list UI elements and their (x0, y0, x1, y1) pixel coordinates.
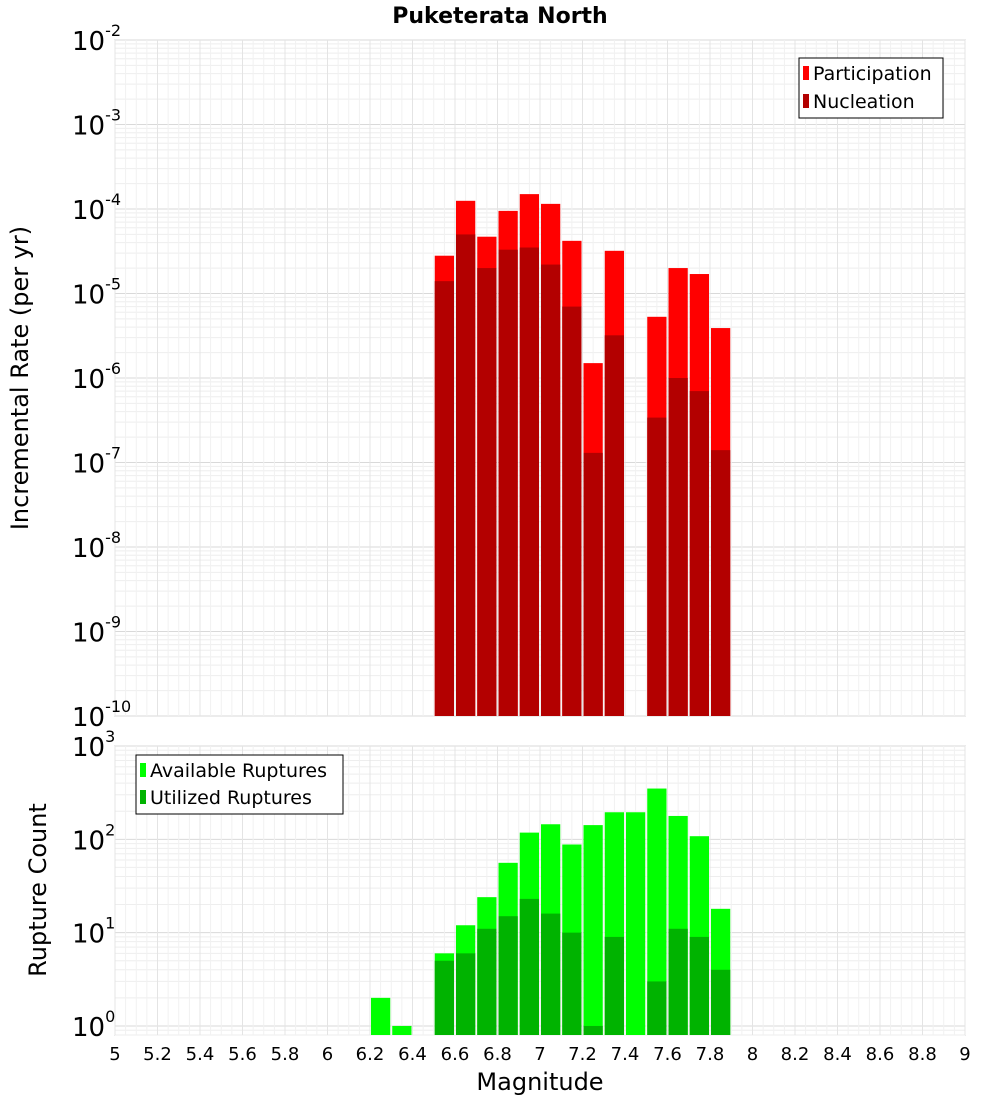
legend-nucleation-label: Nucleation (813, 91, 915, 113)
x-tick-label: 6.2 (356, 1044, 385, 1065)
rupture-count-plot-y-ticks: 103 102 101 100 (72, 727, 115, 1043)
nucleation-bar (541, 264, 561, 716)
utilized-ruptures-bar (668, 928, 688, 1035)
y-tick-label: 10-3 (72, 106, 121, 142)
x-tick-label: 6.6 (441, 1044, 470, 1065)
legend-available-swatch (140, 763, 146, 777)
legend-participation-swatch (803, 66, 809, 80)
y-tick-label: 10-5 (72, 275, 121, 311)
x-tick-label: 5.8 (271, 1044, 300, 1065)
x-tick-label: 6 (322, 1044, 333, 1065)
available-ruptures-bar (371, 997, 391, 1035)
utilized-ruptures-bar (434, 960, 454, 1035)
x-tick-label: 6.4 (398, 1044, 427, 1065)
nucleation-bar (668, 378, 688, 716)
x-tick-label: 7 (534, 1044, 545, 1065)
nucleation-bar (689, 391, 709, 716)
y-tick-label: 10-7 (72, 444, 121, 480)
utilized-ruptures-bar (519, 898, 539, 1035)
y-tick-label: 102 (72, 820, 115, 856)
available-ruptures-bar (647, 788, 667, 1035)
nucleation-bar (604, 335, 624, 716)
x-axis-label: Magnitude (476, 1068, 603, 1096)
utilized-ruptures-bar (604, 936, 624, 1035)
nucleation-bar (519, 247, 539, 716)
rupture-count-plot-bars (371, 788, 731, 1035)
nucleation-bar (647, 417, 667, 716)
x-tick-label: 6.8 (483, 1044, 512, 1065)
x-tick-label: 7.4 (611, 1044, 640, 1065)
nucleation-bar (477, 268, 497, 716)
nucleation-bar (434, 281, 454, 716)
y-tick-label: 10-4 (72, 190, 121, 226)
x-tick-label: 8 (747, 1044, 758, 1065)
y-tick-label: 10-8 (72, 528, 121, 564)
y-tick-label: 101 (72, 914, 115, 950)
legend-available-label: Available Ruptures (150, 760, 327, 782)
utilized-ruptures-bar (647, 981, 667, 1035)
utilized-ruptures-bar (711, 969, 731, 1035)
x-tick-label: 9 (959, 1044, 970, 1065)
utilized-ruptures-bar (541, 913, 561, 1035)
available-ruptures-bar (392, 1025, 412, 1035)
x-tick-label: 5.6 (228, 1044, 257, 1065)
rate-plot-y-axis-label: Incremental Rate (per yr) (6, 226, 34, 530)
x-tick-label: 8.8 (908, 1044, 937, 1065)
utilized-ruptures-bar (689, 936, 709, 1035)
y-tick-label: 10-9 (72, 613, 121, 649)
legend-nucleation-swatch (803, 94, 809, 108)
x-tick-label: 8.4 (823, 1044, 852, 1065)
nucleation-bar (711, 450, 731, 716)
rate-plot-legend-box (798, 57, 944, 119)
utilized-ruptures-bar (456, 953, 476, 1035)
nucleation-bar (583, 452, 603, 716)
utilized-ruptures-bar (562, 932, 582, 1035)
rupture-count-plot: 103 102 101 100 5 5.2 5.4 5.6 5.8 6 6.2 6.4 6.6 6.8 7… (24, 727, 971, 1096)
x-tick-label: 8.2 (781, 1044, 810, 1065)
y-tick-label: 10-6 (72, 359, 121, 395)
x-tick-label: 5.2 (143, 1044, 172, 1065)
rate-plot-legend: Participation Nucleation (798, 57, 944, 119)
y-tick-label: 100 (72, 1007, 115, 1043)
rupture-count-plot-x-ticks: 5 5.2 5.4 5.6 5.8 6 6.2 6.4 6.6 6.8 7 7.2 7.4 7.6 7.8 8… (109, 1044, 970, 1065)
available-ruptures-bar (626, 812, 646, 1035)
y-tick-label: 10-2 (72, 21, 121, 57)
legend-utilized-swatch (140, 790, 146, 804)
x-tick-label: 8.6 (866, 1044, 895, 1065)
x-tick-label: 7.2 (568, 1044, 597, 1065)
x-tick-label: 7.8 (696, 1044, 725, 1065)
rupture-count-plot-y-axis-label: Rupture Count (24, 803, 52, 977)
rupture-count-plot-legend-box (135, 754, 344, 815)
rate-plot-grid (114, 39, 966, 717)
y-tick-label: 10-10 (72, 697, 131, 733)
utilized-ruptures-bar (477, 928, 497, 1035)
chart-title: Puketerata North (392, 4, 607, 29)
y-tick-label: 103 (72, 727, 115, 763)
nucleation-bar (562, 306, 582, 716)
utilized-ruptures-bar (583, 1025, 603, 1035)
x-tick-label: 7.6 (653, 1044, 682, 1065)
rate-plot-bars (434, 194, 731, 717)
rupture-count-plot-legend: Available Ruptures Utilized Ruptures (135, 754, 344, 815)
x-tick-label: 5.4 (186, 1044, 215, 1065)
legend-utilized-label: Utilized Ruptures (150, 787, 312, 809)
nucleation-bar (498, 249, 518, 716)
nucleation-bar (456, 234, 476, 717)
x-tick-label: 5 (109, 1044, 120, 1065)
utilized-ruptures-bar (498, 916, 518, 1035)
legend-participation-label: Participation (813, 63, 932, 85)
rate-plot: 10-2 10-3 10-4 10-5 10-6 10-7 10-8 10-9 10-10 In… (6, 21, 966, 733)
available-ruptures-bar (583, 825, 603, 1035)
